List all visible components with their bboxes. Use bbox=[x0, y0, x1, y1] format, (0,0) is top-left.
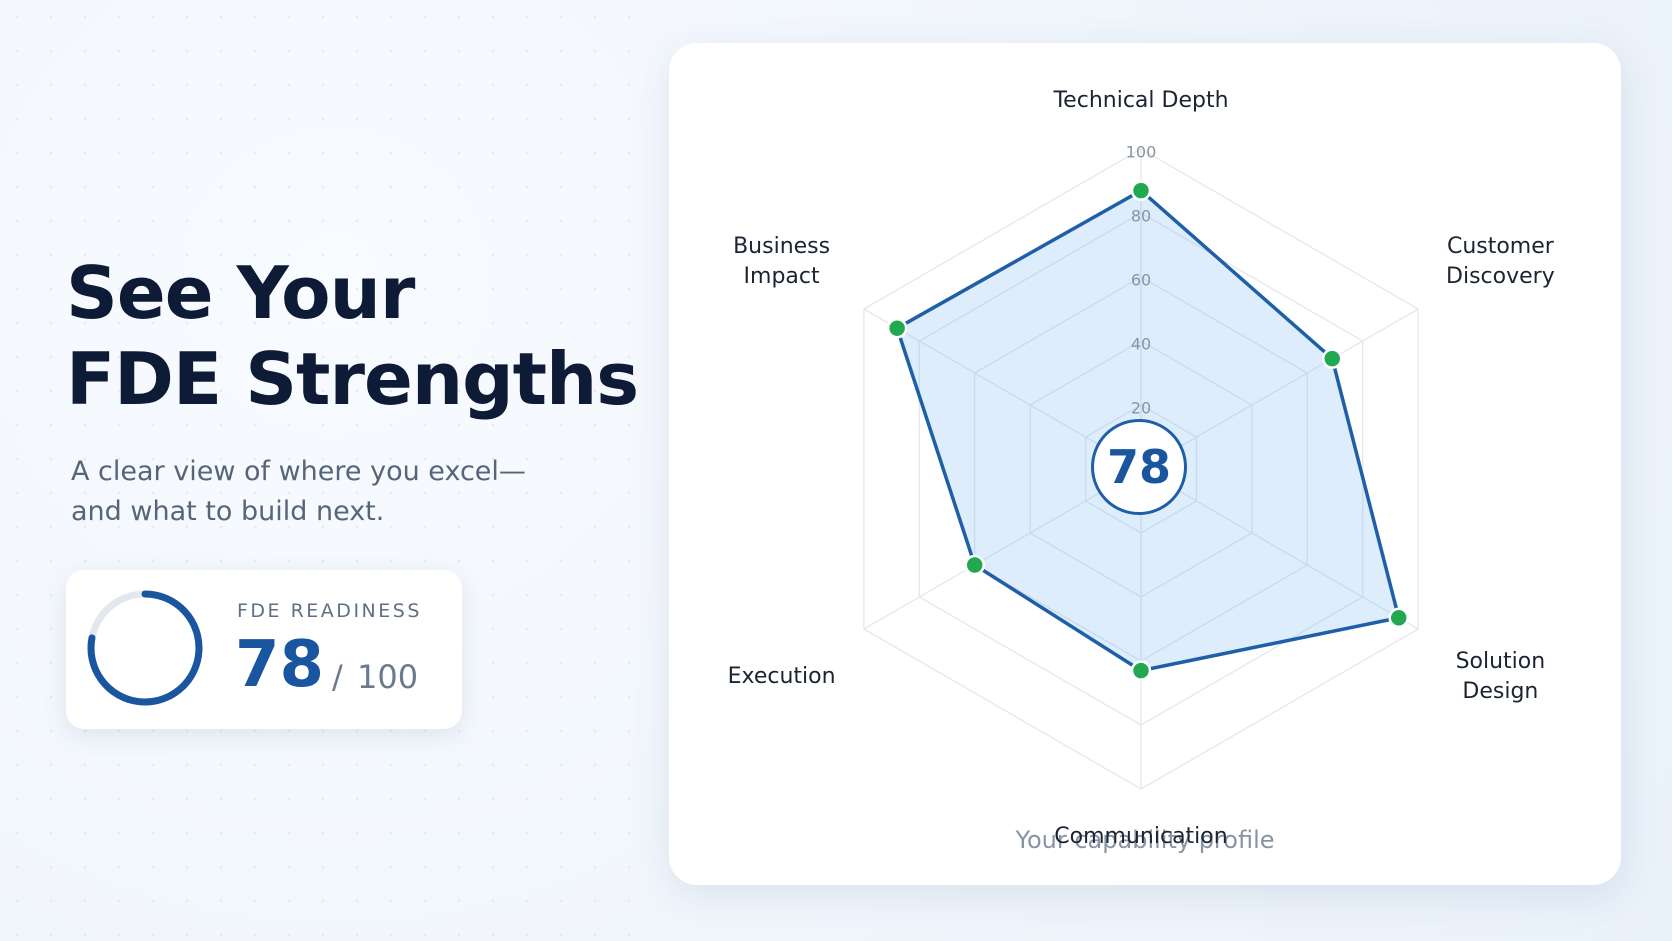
readiness-label: FDE READINESS bbox=[237, 600, 422, 622]
data-point bbox=[964, 554, 985, 576]
axis-label: Business Impact bbox=[733, 233, 831, 289]
hero-subtitle: A clear view of where you excel— and wha… bbox=[71, 452, 526, 532]
axis-spoke bbox=[863, 468, 1142, 630]
axis-label: Customer Discovery bbox=[1446, 233, 1555, 289]
r-tick-label: 20 bbox=[1131, 399, 1151, 418]
data-point bbox=[886, 317, 908, 339]
r-tick-label: 80 bbox=[1131, 207, 1151, 226]
r-tick-label: 100 bbox=[1126, 143, 1157, 162]
data-point bbox=[1388, 607, 1409, 629]
title-line: FDE Strengths bbox=[66, 337, 639, 421]
readiness-max: 100 bbox=[357, 658, 419, 696]
subtitle-line: and what to build next. bbox=[71, 496, 385, 527]
readiness-score: 78 bbox=[235, 628, 325, 702]
r-tick-label: 60 bbox=[1131, 271, 1151, 290]
chart-caption: Your capability profile bbox=[1015, 826, 1275, 854]
readiness-separator: / bbox=[332, 658, 343, 696]
readiness-gauge bbox=[87, 590, 203, 706]
center-score: 78 bbox=[1091, 419, 1187, 515]
axis-spoke bbox=[863, 308, 1142, 470]
axis-label: Solution Design bbox=[1455, 648, 1546, 704]
readiness-card: FDE READINESS 78 / 100 bbox=[66, 570, 462, 729]
gauge-arc bbox=[87, 590, 203, 706]
axis-label: Execution bbox=[727, 663, 836, 689]
title-line: See Your bbox=[66, 251, 415, 335]
subtitle-line: A clear view of where you excel— bbox=[71, 456, 526, 487]
hero-title: See Your FDE Strengths bbox=[66, 250, 639, 422]
background-dots bbox=[0, 0, 640, 941]
axis-spoke bbox=[1140, 468, 1419, 630]
axis-label: Communication bbox=[1054, 824, 1228, 849]
axis-label: Technical Depth bbox=[1053, 88, 1229, 113]
r-tick-label: 40 bbox=[1131, 335, 1151, 354]
radar-card: 20 40 60 80 100 78 Your capability profile T… bbox=[669, 43, 1621, 885]
axis-spoke bbox=[1140, 308, 1419, 470]
data-point bbox=[1321, 348, 1343, 369]
data-point bbox=[1130, 660, 1152, 681]
data-point bbox=[1130, 180, 1152, 201]
